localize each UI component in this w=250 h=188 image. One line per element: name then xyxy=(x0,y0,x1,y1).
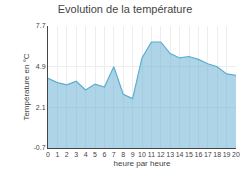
svg-text:heure par heure: heure par heure xyxy=(114,159,171,168)
svg-text:12: 12 xyxy=(157,151,165,158)
svg-text:8: 8 xyxy=(121,151,125,158)
svg-text:17: 17 xyxy=(204,151,212,158)
svg-text:0: 0 xyxy=(46,151,50,158)
svg-text:15: 15 xyxy=(185,151,193,158)
svg-text:7.7: 7.7 xyxy=(36,22,46,29)
svg-text:3: 3 xyxy=(74,151,78,158)
svg-text:-0.7: -0.7 xyxy=(34,144,46,151)
svg-text:10: 10 xyxy=(138,151,146,158)
svg-text:Température en °C: Température en °C xyxy=(22,53,31,120)
svg-text:1: 1 xyxy=(55,151,59,158)
svg-text:11: 11 xyxy=(148,151,155,158)
svg-text:16: 16 xyxy=(195,151,203,158)
svg-text:20: 20 xyxy=(232,151,240,158)
svg-text:19: 19 xyxy=(223,151,231,158)
svg-text:7: 7 xyxy=(112,151,116,158)
svg-text:2: 2 xyxy=(65,151,69,158)
svg-text:9: 9 xyxy=(131,151,135,158)
svg-text:4: 4 xyxy=(84,151,88,158)
svg-text:2.1: 2.1 xyxy=(36,104,46,111)
svg-text:6: 6 xyxy=(102,151,106,158)
svg-text:18: 18 xyxy=(213,151,221,158)
svg-text:5: 5 xyxy=(93,151,97,158)
svg-text:14: 14 xyxy=(176,151,184,158)
svg-text:4.9: 4.9 xyxy=(36,63,46,70)
svg-text:Evolution de la température: Evolution de la température xyxy=(58,3,193,15)
svg-text:13: 13 xyxy=(166,151,174,158)
